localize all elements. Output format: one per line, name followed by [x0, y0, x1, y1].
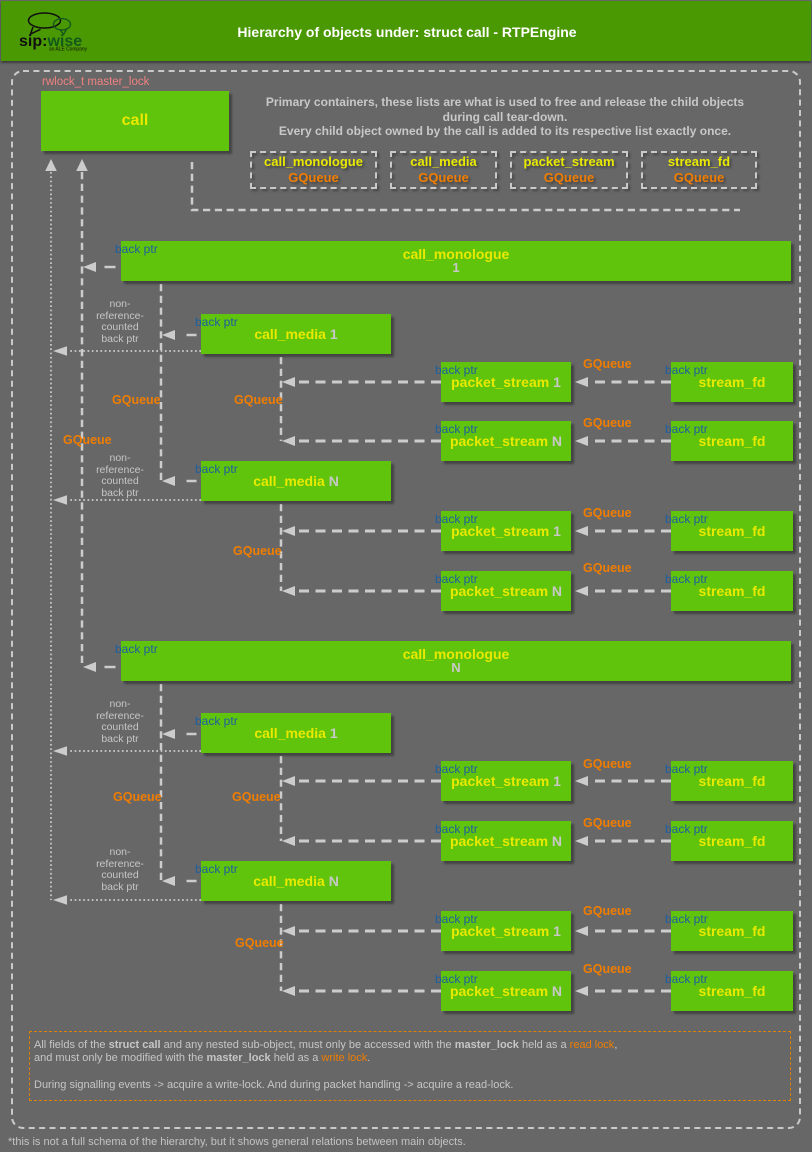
svg-text:an ALE Company: an ALE Company — [49, 47, 87, 53]
svg-text:sip:wise: sip:wise — [19, 33, 82, 50]
